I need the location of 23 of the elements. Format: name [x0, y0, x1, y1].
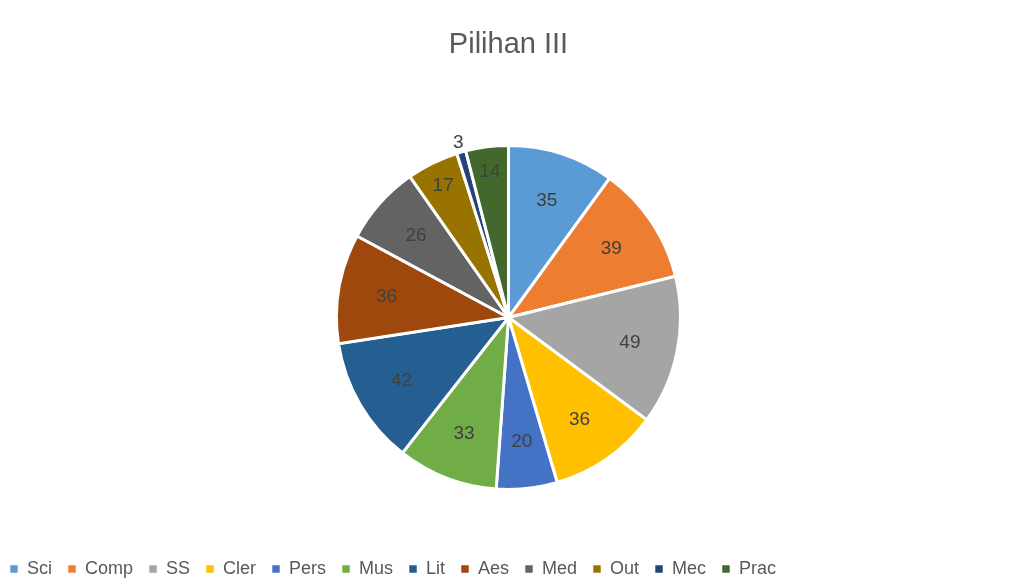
legend-label: Cler [223, 558, 257, 578]
data-label: 20 [511, 429, 533, 451]
legend-label: Comp [85, 558, 134, 578]
legend-label: Prac [739, 558, 777, 578]
legend-label: Sci [27, 558, 53, 578]
data-label: 3 [452, 130, 464, 152]
legend-label: Mec [672, 558, 707, 578]
data-label: 36 [568, 407, 591, 429]
legend-label: Aes [478, 558, 510, 578]
legend-label: Mus [359, 558, 394, 578]
data-label: 36 [375, 285, 398, 307]
legend-label: Out [610, 558, 640, 578]
legend-label: Med [542, 558, 578, 578]
data-label: 49 [619, 330, 641, 352]
data-label: 35 [536, 188, 558, 210]
data-label: 39 [600, 237, 622, 259]
legend-label: Lit [426, 558, 446, 578]
data-label: 42 [391, 369, 413, 391]
legend-label: SS [166, 558, 191, 578]
legend-label: Pers [289, 558, 327, 578]
data-label: 33 [453, 422, 475, 444]
data-label: 17 [432, 173, 454, 195]
chart-title: Pilihan III [448, 27, 569, 59]
